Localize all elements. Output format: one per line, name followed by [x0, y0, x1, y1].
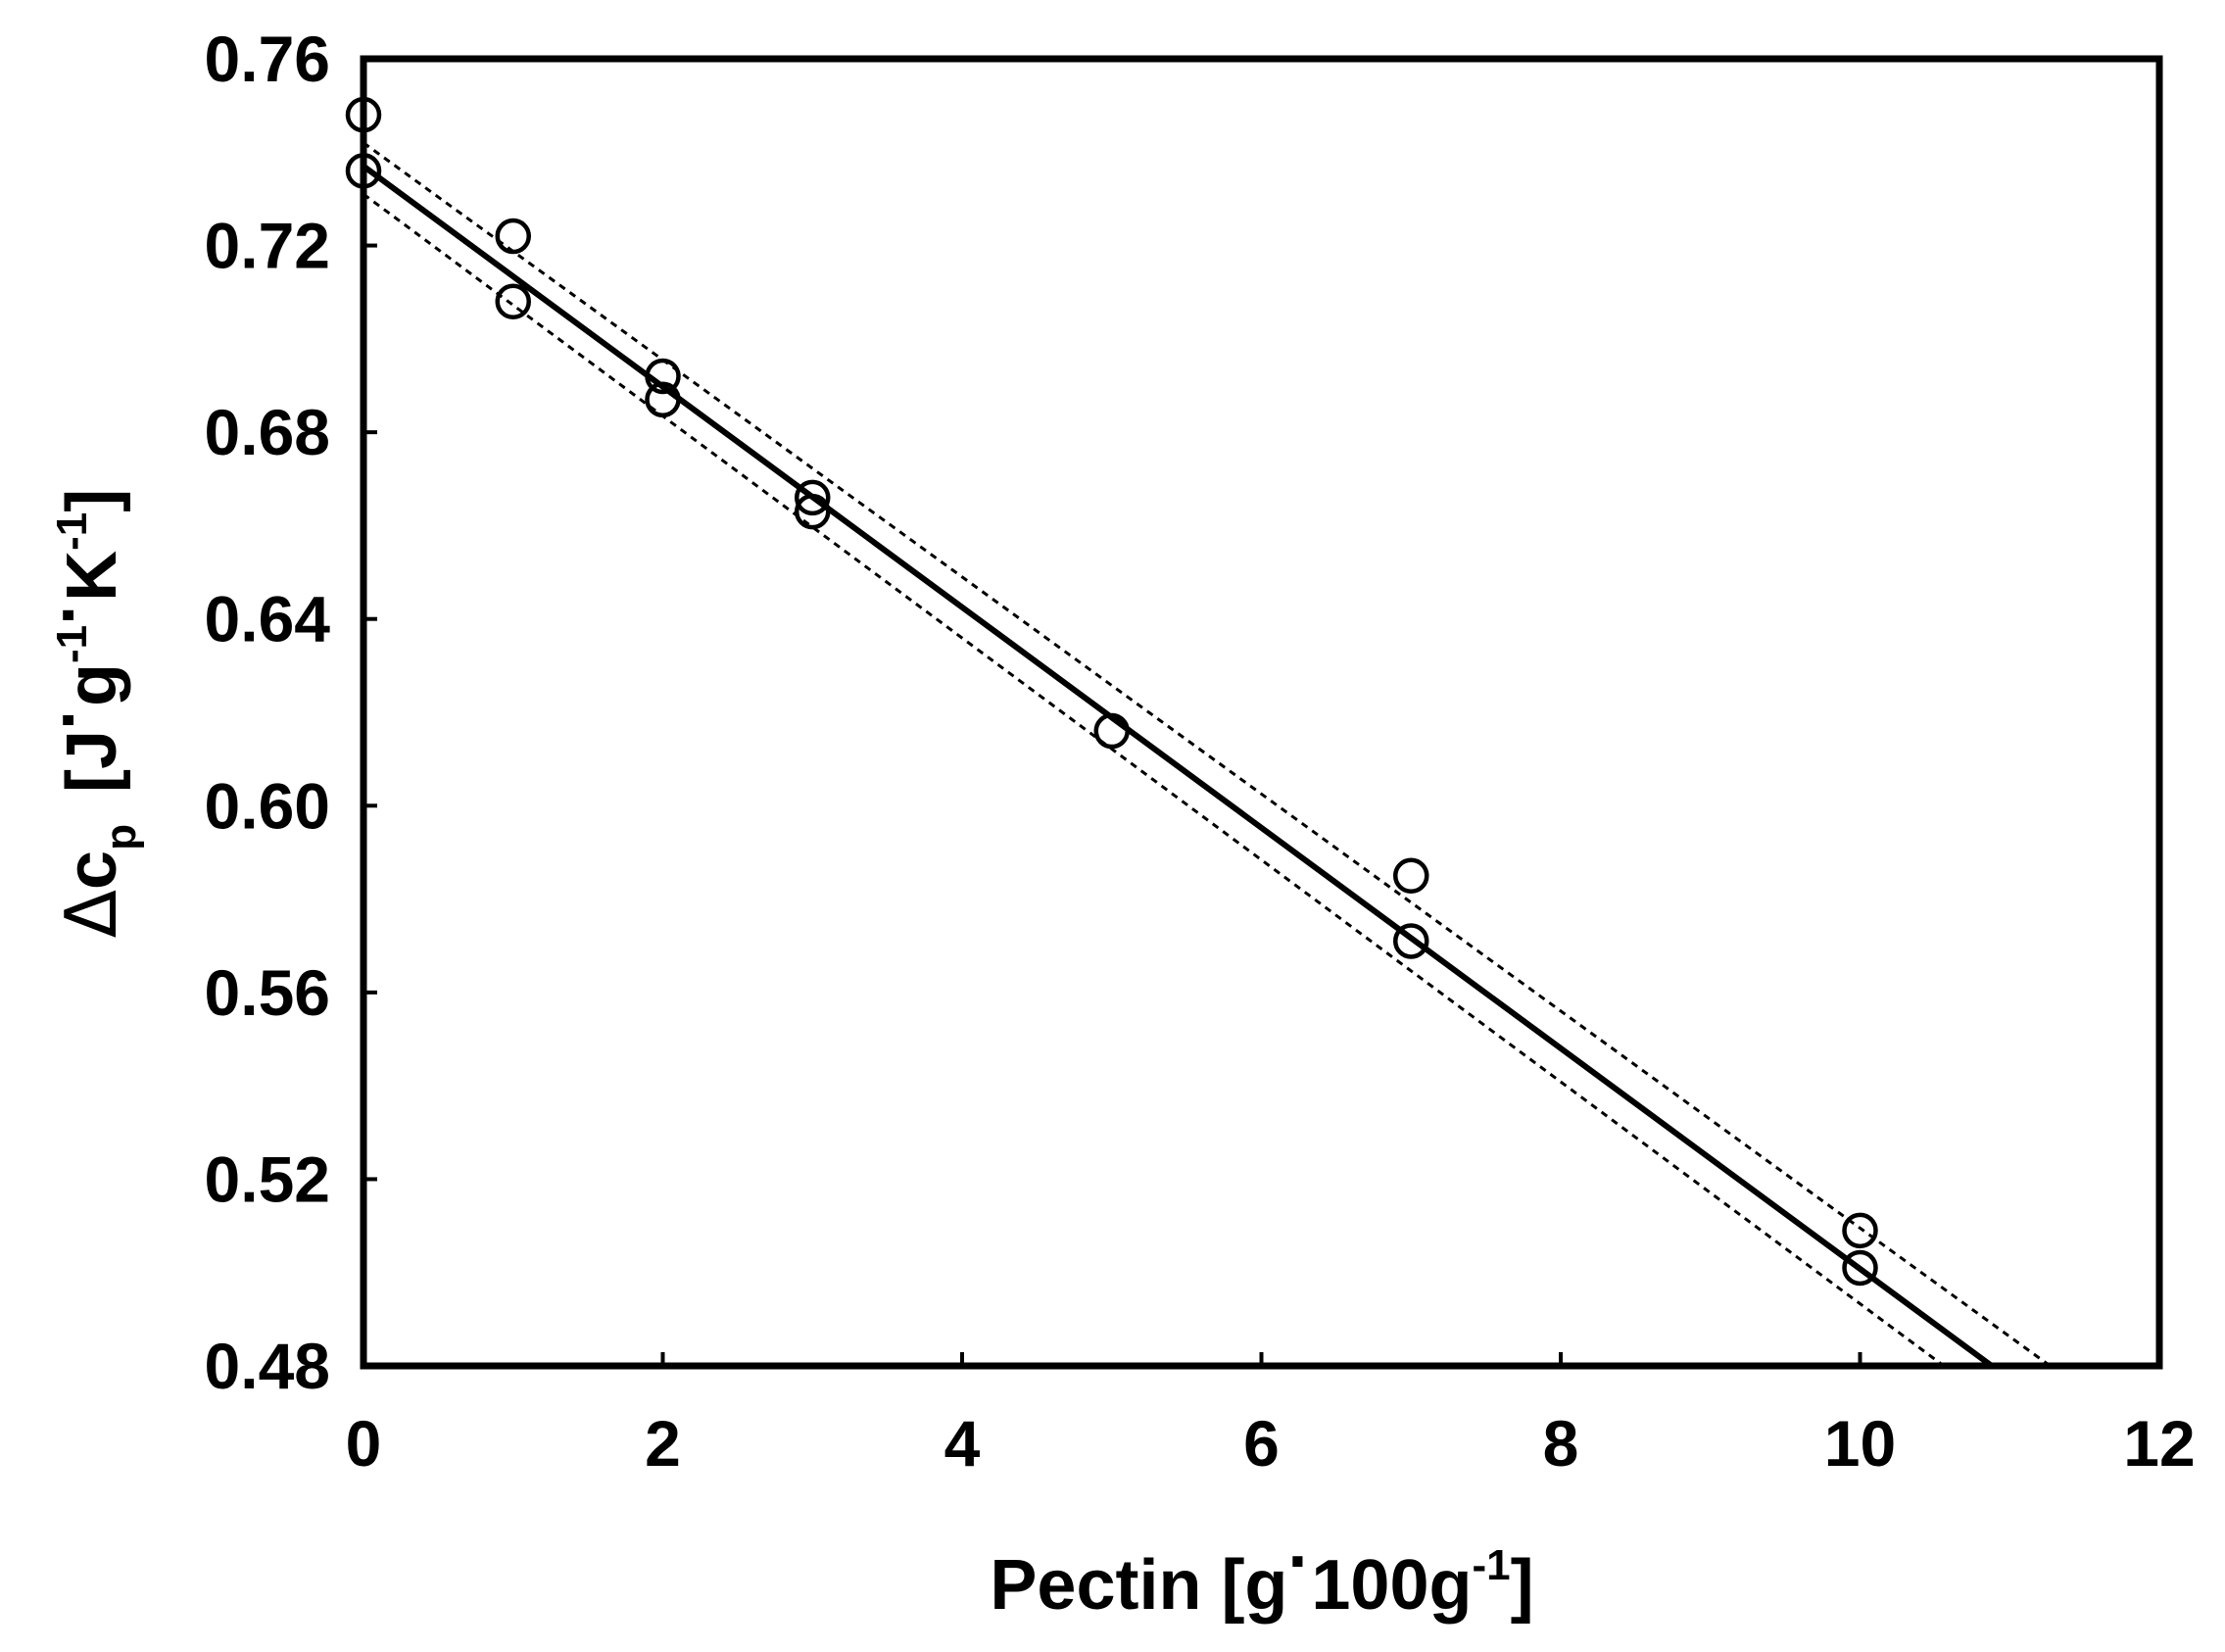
y-axis-title-sup2: -1	[48, 512, 96, 551]
y-axis-title-open: [J	[53, 730, 131, 793]
y-axis-title-sub: p	[97, 824, 145, 850]
x-axis-title-unit: 100g	[1311, 1546, 1472, 1625]
x-axis-title-main: Pectin [g	[990, 1546, 1287, 1625]
x-axis-title-dot: ·	[1287, 1523, 1311, 1601]
x-axis-title-close: ]	[1511, 1546, 1534, 1625]
y-tick-label: 0.72	[205, 210, 330, 282]
y-axis-title-c: c	[53, 850, 131, 890]
data-point	[495, 218, 531, 255]
y-tick-label: 0.52	[205, 1142, 330, 1215]
confidence-band-line	[363, 192, 1945, 1368]
confidence-band-line	[363, 141, 2052, 1368]
y-tick-label: 0.76	[205, 23, 330, 95]
regression-line	[362, 164, 1994, 1369]
plot-content	[345, 96, 2052, 1369]
y-tick-label: 0.56	[205, 956, 330, 1029]
data-point	[1393, 923, 1429, 959]
x-axis-title: Pectin [g·100g-1]	[990, 1523, 1533, 1625]
data-point	[1093, 712, 1130, 750]
x-tick-label: 10	[1824, 1407, 1896, 1480]
data-point	[495, 283, 531, 319]
y-axis-title-g: g	[53, 663, 131, 706]
x-axis-ticks: 0 2 4 6 8 10 12	[346, 1352, 2196, 1480]
x-axis-title-sup: -1	[1473, 1541, 1511, 1589]
y-axis-title-sup1: -1	[48, 625, 96, 663]
x-tick-label: 2	[645, 1407, 681, 1480]
y-tick-label: 0.60	[205, 769, 330, 842]
data-point	[645, 381, 681, 418]
x-tick-label: 8	[1543, 1407, 1579, 1480]
y-axis-title-k: K	[53, 551, 131, 602]
y-axis-title-dot1: ·	[29, 706, 108, 730]
data-point	[1842, 1249, 1878, 1287]
x-tick-label: 4	[944, 1407, 981, 1480]
data-point	[795, 493, 831, 530]
data-point	[645, 358, 681, 395]
y-tick-label: 0.48	[205, 1330, 330, 1402]
data-point	[795, 479, 831, 516]
y-axis-title: Δcp[J·g-1·K-1]	[29, 489, 145, 938]
y-tick-label: 0.68	[205, 396, 330, 468]
data-point	[1842, 1212, 1878, 1249]
y-tick-label: 0.64	[205, 583, 331, 656]
y-axis-ticks: 0.48 0.52 0.56 0.60 0.64 0.68 0.72 0.76	[205, 23, 377, 1402]
x-tick-label: 6	[1243, 1407, 1280, 1480]
y-axis-title-dot2: ·	[29, 602, 108, 625]
x-tick-label: 0	[346, 1407, 382, 1480]
y-axis-title-close: ]	[53, 489, 131, 512]
x-tick-label: 12	[2123, 1407, 2195, 1480]
data-point	[1393, 857, 1429, 894]
y-axis-title-delta: Δ	[50, 890, 132, 938]
